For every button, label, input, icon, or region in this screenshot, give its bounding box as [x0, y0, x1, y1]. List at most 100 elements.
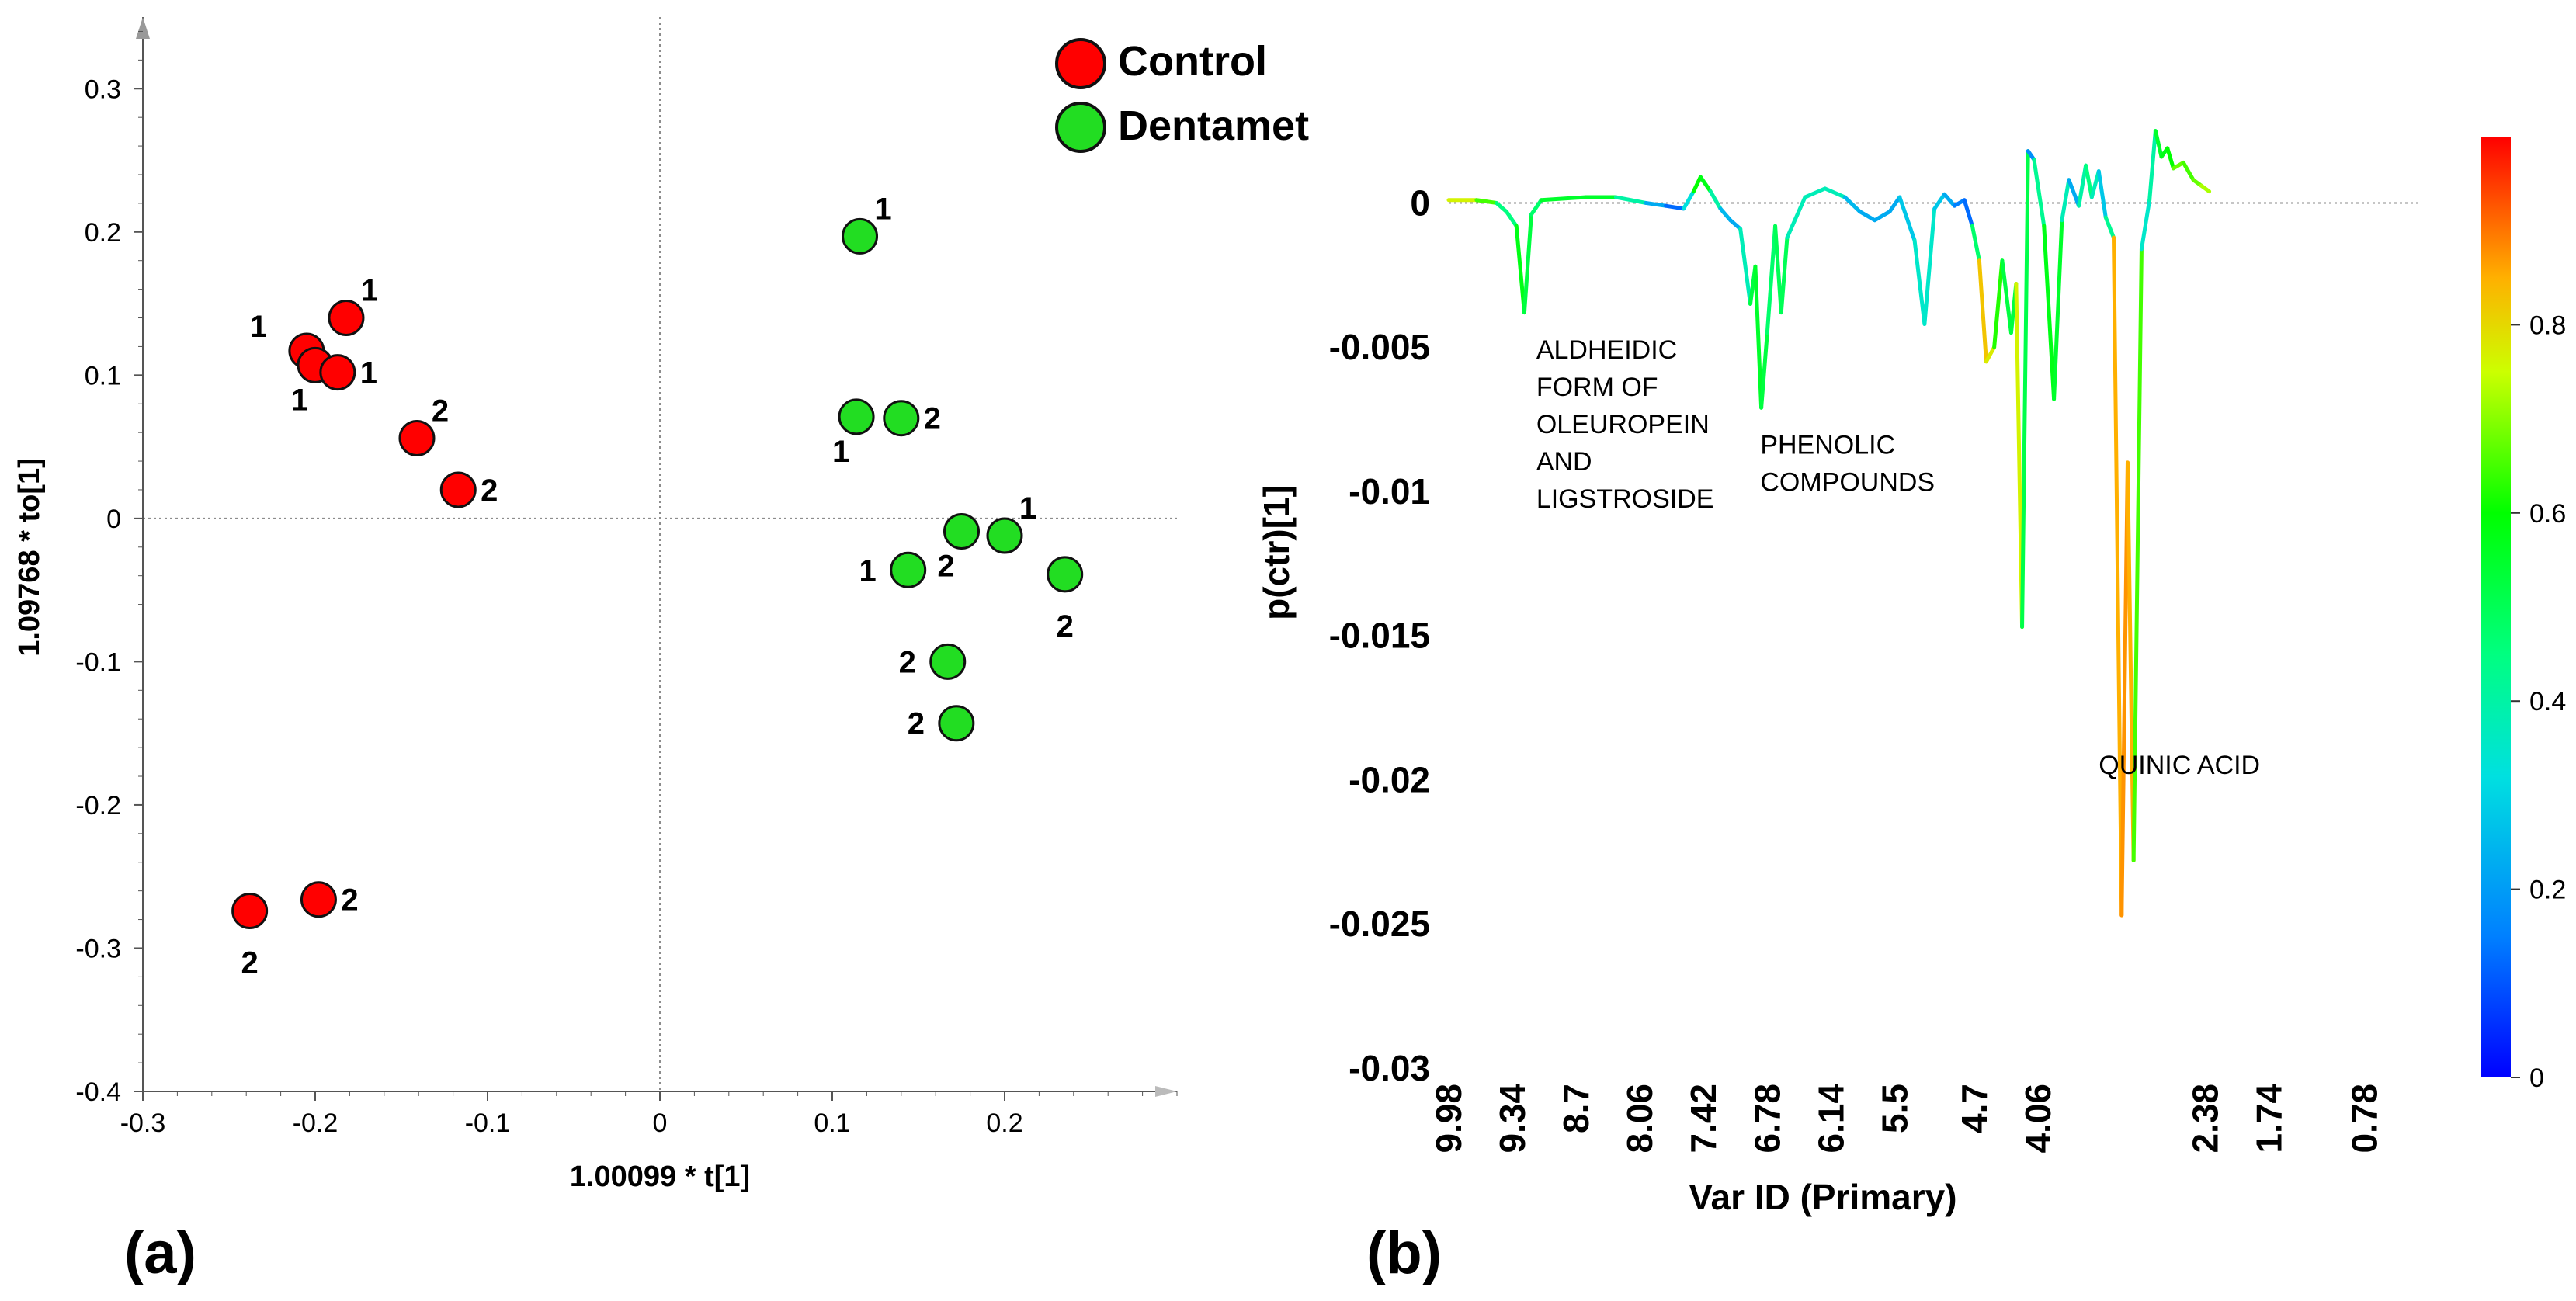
loading-segment [1873, 210, 1892, 223]
dentamet-point [943, 512, 980, 550]
loading-segment [2131, 247, 2144, 863]
x-tick-labels: 9.98 9.34 8.7 8.06 7.42 6.78 6.14 5.5 4.7 4.06 2.3… [1429, 1084, 2385, 1154]
annotation-line: OLEUROPEIN [1536, 410, 1710, 439]
loading-segment [1718, 206, 1733, 223]
panel-label-a: (a) [124, 1220, 196, 1286]
loading-segment [2153, 129, 2164, 159]
x-tick-label: 0.78 [2345, 1084, 2385, 1154]
point-label: 1 [360, 356, 377, 390]
x-axis-label: Var ID (Primary) [1689, 1177, 1956, 1217]
loading-segment [1522, 212, 1533, 315]
loading-segment [1842, 195, 1863, 214]
dentamet-point [986, 517, 1023, 554]
loading-segment [1977, 258, 1988, 364]
loading-segment [1682, 189, 1696, 211]
loading-line [1446, 129, 2212, 918]
y-tick-label: -0.025 [1329, 904, 1430, 944]
x-tick-label: 5.5 [1874, 1084, 1915, 1133]
annotation-line: ALDHEIDIC [1536, 335, 1677, 365]
y-tick-label: -0.4 [75, 1077, 121, 1107]
control-point [398, 420, 436, 457]
loading-segment [1759, 331, 1769, 410]
colorbar-tick-label: 0.4 [2529, 687, 2566, 716]
point-label: 2 [341, 883, 358, 918]
point-label: 1 [361, 274, 378, 308]
annotation-line: PHENOLIC [1760, 431, 1895, 460]
loading-segment [1495, 200, 1508, 214]
x-tick-label: 4.7 [1954, 1084, 1994, 1133]
y-axis-label: p(ctr)[1] [1256, 485, 1297, 620]
annotation-line: LIGSTROSIDE [1536, 484, 1714, 514]
y-tick-label: 0 [1410, 182, 1430, 223]
point-label: 1 [250, 310, 267, 344]
x-tick-label: -0.2 [293, 1108, 338, 1138]
loading-segment [1932, 192, 1947, 211]
loading-segment [1644, 200, 1668, 208]
annotations: ALDHEIDIC FORM OF OLEUROPEIN AND LIGSTROSIDE… [1536, 335, 2260, 780]
loading-segment [1664, 203, 1686, 211]
y-tick-label: 0 [106, 505, 121, 534]
x-tick-label: 8.06 [1620, 1084, 1660, 1154]
loadings-plot: 0-0.005-0.01-0.015-0.02-0.025-0.03 9.98 9… [1256, 129, 2566, 1286]
loading-segment [1803, 186, 1828, 199]
point-labels: 1 1 1 1 2 2 2 2 1 1 2 2 1 1 2 2 2 [241, 192, 1074, 980]
loading-segment [1823, 186, 1847, 199]
loading-segment [1785, 195, 1807, 240]
loading-segment [1753, 264, 1764, 410]
loading-segment [1922, 206, 1937, 326]
y-tick-labels: 0 -0.005 -0.01 -0.015 -0.02 -0.025 -0.03 [1329, 182, 1430, 1088]
control-point [231, 892, 269, 929]
loading-segment [1773, 224, 1783, 315]
annotation: ALDHEIDIC FORM OF OLEUROPEIN AND LIGSTROSIDE [1536, 335, 1714, 514]
control-point [439, 471, 477, 508]
dentamet-point [1047, 556, 1084, 593]
x-tick-label: 7.42 [1683, 1084, 1724, 1154]
y-tick-label: 0.3 [85, 75, 121, 104]
x-tick-labels: -0.3 -0.2 -0.1 0 0.1 0.2 [120, 1091, 1178, 1138]
loading-segment [1765, 224, 1778, 335]
x-axis-arrow-icon [1155, 1086, 1177, 1097]
point-label: 2 [924, 402, 941, 436]
loading-segment [1942, 192, 1956, 208]
x-tick-label: 6.78 [1747, 1084, 1787, 1154]
y-axis-arrow-icon [136, 17, 150, 39]
y-tick-label: -0.015 [1329, 616, 1430, 656]
loading-segment [1970, 224, 1981, 263]
annotation: PHENOLIC COMPOUNDS [1760, 431, 1935, 498]
legend-label-dentamet: Dentamet [1118, 102, 1309, 149]
loading-segment [1708, 189, 1723, 211]
dentamet-point [929, 643, 967, 680]
loading-segment [2032, 158, 2047, 228]
y-tick-labels: -0.4 -0.3 -0.2 -0.1 0 0.1 0.2 0.3 [75, 30, 143, 1107]
y-tick-label: 0.2 [85, 218, 121, 248]
control-point [328, 300, 365, 337]
dentamet-point [890, 551, 927, 588]
point-label: 1 [291, 383, 308, 417]
y-tick-label: -0.2 [75, 791, 121, 820]
loading-segment [1698, 175, 1713, 194]
control-point [300, 881, 337, 918]
legend: Control Dentamet [1055, 38, 1309, 153]
loading-segment [2060, 178, 2071, 223]
x-tick-label: 9.34 [1492, 1084, 1533, 1154]
loading-segment [2181, 160, 2196, 182]
dentamet-point [883, 400, 920, 437]
loading-segment [1539, 195, 1588, 203]
annotation-line: FORM OF [1536, 373, 1658, 402]
loading-segment [2020, 149, 2030, 630]
point-label: 2 [241, 945, 259, 980]
scatter-points [231, 217, 1084, 929]
loading-segment [2103, 215, 2116, 240]
point-label: 2 [908, 707, 925, 741]
x-tick-label: 1.74 [2249, 1084, 2290, 1154]
annotation-line: QUINIC ACID [2099, 751, 2260, 780]
y-tick-label: -0.005 [1329, 327, 1430, 367]
colorbar-tick-label: 0.6 [2529, 499, 2566, 529]
x-tick-label: 2.38 [2185, 1084, 2225, 1154]
loading-segment [2119, 460, 2130, 918]
loading-segment [1529, 198, 1543, 217]
loading-segment [2112, 235, 2124, 918]
loading-segment [2199, 183, 2212, 194]
loading-segment [2084, 163, 2094, 199]
